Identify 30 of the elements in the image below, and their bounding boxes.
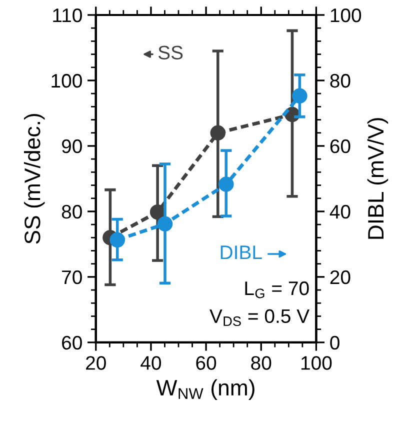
x-tick-label: 20 <box>86 356 106 370</box>
point <box>218 176 234 192</box>
y-tick-label: 100 <box>52 74 82 88</box>
y-tick-label: 60 <box>62 336 82 350</box>
x-tick-label: 60 <box>196 356 216 370</box>
y2-tick-label: 0 <box>330 336 340 350</box>
y-axis-title: SS (mV/dec.) <box>24 114 45 244</box>
x-tick-label: 100 <box>301 356 332 370</box>
annotation: L$_{G}$ = 70 <box>245 281 309 298</box>
point <box>157 216 173 232</box>
text: DIBL <box>220 246 262 260</box>
y-tick-label: 90 <box>62 139 82 154</box>
y2-tick-label: 40 <box>330 204 350 219</box>
y-tick-label: 70 <box>62 270 82 284</box>
y2-tick-label: 100 <box>330 8 362 22</box>
y2-tick-label: 20 <box>330 270 350 284</box>
y-tick-label: 80 <box>62 204 82 219</box>
y2-axis-title: DIBL (mV/V) <box>367 118 388 239</box>
annotation: V$_{DS}$ = 0.5 V <box>210 309 310 326</box>
point <box>210 125 226 140</box>
x-axis-title: W$_{NW}$ (nm) <box>156 379 254 400</box>
point <box>150 204 166 220</box>
point <box>292 88 308 104</box>
y2-tick-label: 80 <box>330 74 350 88</box>
y-tick-label: 110 <box>53 8 82 22</box>
x-tick-label: 40 <box>140 356 162 370</box>
y2-tick-label: 60 <box>330 139 350 154</box>
x-tick-label: 80 <box>251 356 272 370</box>
point <box>110 232 125 248</box>
legend-label: SS <box>158 46 183 60</box>
